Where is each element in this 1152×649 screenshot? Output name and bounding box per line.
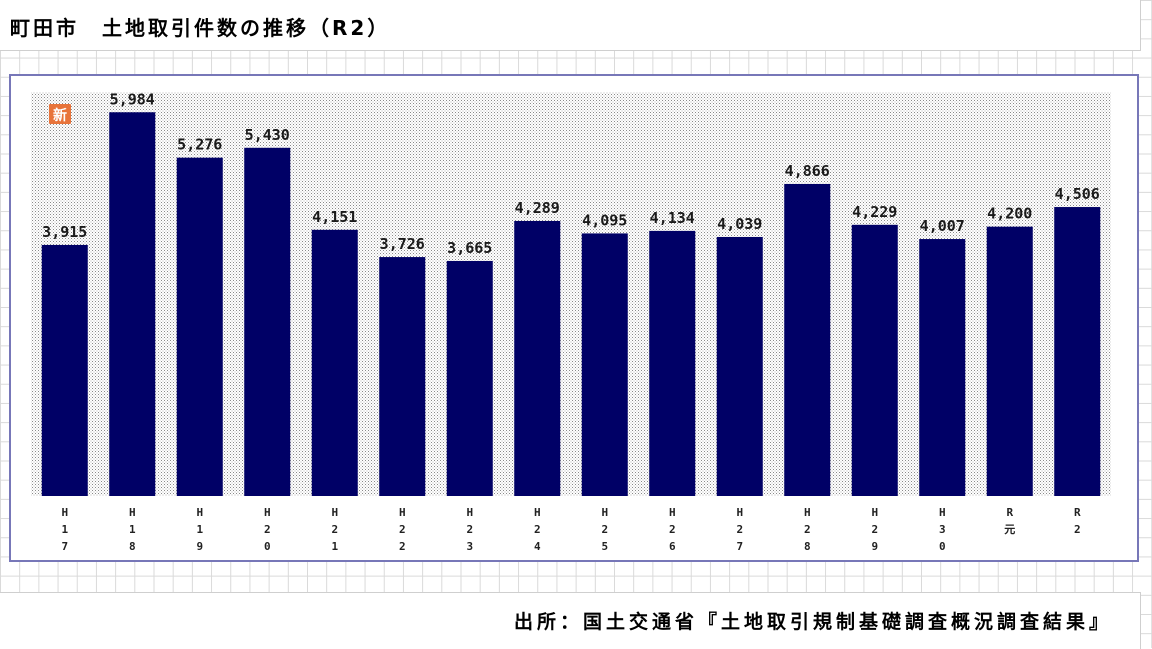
x-tick-label-8-1: 2: [601, 523, 608, 536]
title-band: 町田市 土地取引件数の推移（R2）: [0, 0, 1141, 51]
x-tick-label-12-1: 2: [871, 523, 878, 536]
x-tick-label-7-2: 4: [534, 540, 541, 553]
bar-value-label-12: 4,229: [852, 203, 897, 221]
x-tick-label-6-1: 2: [466, 523, 473, 536]
x-tick-label-2-2: 9: [196, 540, 203, 553]
x-tick-label-9-1: 2: [669, 523, 676, 536]
x-tick-label-4-0: H: [331, 506, 338, 519]
bar-6: [446, 260, 493, 496]
bar-8: [581, 233, 628, 496]
x-tick-label-3-2: 0: [264, 540, 271, 553]
x-tick-label-4-1: 2: [331, 523, 338, 536]
bar-value-label-6: 3,665: [447, 239, 492, 257]
bar-value-label-4: 4,151: [312, 208, 357, 226]
bar-2: [176, 157, 223, 497]
bar-chart: 3,915 5,984 5,276 5,430 4,151 3,726 3,665 4,289…: [31, 90, 1111, 553]
x-tick-label-0-0: H: [61, 506, 68, 519]
bar-11: [784, 183, 831, 496]
new-badge: 新: [49, 104, 71, 124]
x-tick-label-9-2: 6: [669, 540, 676, 553]
x-tick-label-11-1: 2: [804, 523, 811, 536]
bar-12: [851, 224, 898, 496]
bar-value-label-9: 4,134: [650, 209, 695, 227]
x-tick-label-5-2: 2: [399, 540, 406, 553]
x-tick-label-5-0: H: [399, 506, 406, 519]
bar-value-label-7: 4,289: [515, 199, 560, 217]
bar-9: [649, 230, 696, 496]
x-tick-label-10-0: H: [736, 506, 743, 519]
x-tick-label-11-2: 8: [804, 540, 811, 553]
bar-value-label-1: 5,984: [110, 90, 155, 108]
source-note: 出所：国土交通省『土地取引規制基礎調査概況調査結果』: [513, 611, 1112, 633]
bar-0: [41, 244, 88, 496]
x-tick-label-0-1: 1: [61, 523, 68, 536]
x-tick-label-3-1: 2: [264, 523, 271, 536]
x-tick-label-13-1: 3: [939, 523, 946, 536]
bar-value-label-14: 4,200: [987, 205, 1032, 223]
bar-value-label-2: 5,276: [177, 136, 222, 154]
bar-7: [514, 220, 561, 497]
x-tick-label-10-1: 2: [736, 523, 743, 536]
x-tick-label-1-1: 1: [129, 523, 136, 536]
bar-value-label-0: 3,915: [42, 223, 87, 241]
x-tick-label-9-0: H: [669, 506, 676, 519]
bar-10: [716, 236, 763, 497]
bar-value-label-10: 4,039: [717, 215, 762, 233]
x-tick-label-2-0: H: [196, 506, 203, 519]
bar-14: [986, 226, 1033, 496]
x-tick-label-5-1: 2: [399, 523, 406, 536]
x-tick-label-7-1: 2: [534, 523, 541, 536]
bar-15: [1054, 207, 1101, 496]
x-tick-label-1-0: H: [129, 506, 136, 519]
bar-value-label-11: 4,866: [785, 162, 830, 180]
page-title: 町田市 土地取引件数の推移（R2）: [10, 16, 391, 40]
x-tick-label-12-0: H: [871, 506, 878, 519]
bar-value-label-8: 4,095: [582, 211, 627, 229]
x-tick-label-8-2: 5: [601, 540, 608, 553]
x-tick-label-10-2: 7: [736, 540, 743, 553]
x-tick-label-1-2: 8: [129, 540, 136, 553]
bar-value-label-15: 4,506: [1055, 185, 1100, 203]
x-tick-label-2-1: 1: [196, 523, 203, 536]
bar-4: [311, 229, 358, 496]
x-tick-label-15-0: R: [1074, 506, 1081, 519]
x-tick-label-6-0: H: [466, 506, 473, 519]
x-tick-label-6-2: 3: [466, 540, 473, 553]
x-tick-label-12-2: 9: [871, 540, 878, 553]
x-tick-label-4-2: 1: [331, 540, 338, 553]
bar-value-label-13: 4,007: [920, 217, 965, 235]
x-tick-label-13-0: H: [939, 506, 946, 519]
x-tick-label-15-1: 2: [1074, 523, 1081, 536]
bar-value-label-3: 5,430: [245, 126, 290, 144]
new-badge-text: 新: [53, 107, 67, 124]
bar-value-label-5: 3,726: [380, 235, 425, 253]
x-tick-label-7-0: H: [534, 506, 541, 519]
footer-band: 出所：国土交通省『土地取引規制基礎調査概況調査結果』: [0, 592, 1141, 649]
x-tick-label-14-0: R: [1006, 506, 1013, 519]
x-tick-label-8-0: H: [601, 506, 608, 519]
bar-13: [919, 239, 966, 497]
bar-1: [109, 112, 156, 496]
chart-frame: 3,915 5,984 5,276 5,430 4,151 3,726 3,665 4,289…: [9, 74, 1139, 562]
x-tick-label-11-0: H: [804, 506, 811, 519]
x-tick-label-14-1: 元: [1004, 523, 1015, 536]
bar-5: [379, 257, 426, 496]
x-tick-label-13-2: 0: [939, 540, 946, 553]
bar-3: [244, 147, 291, 496]
x-tick-label-3-0: H: [264, 506, 271, 519]
x-tick-label-0-2: 7: [61, 540, 68, 553]
